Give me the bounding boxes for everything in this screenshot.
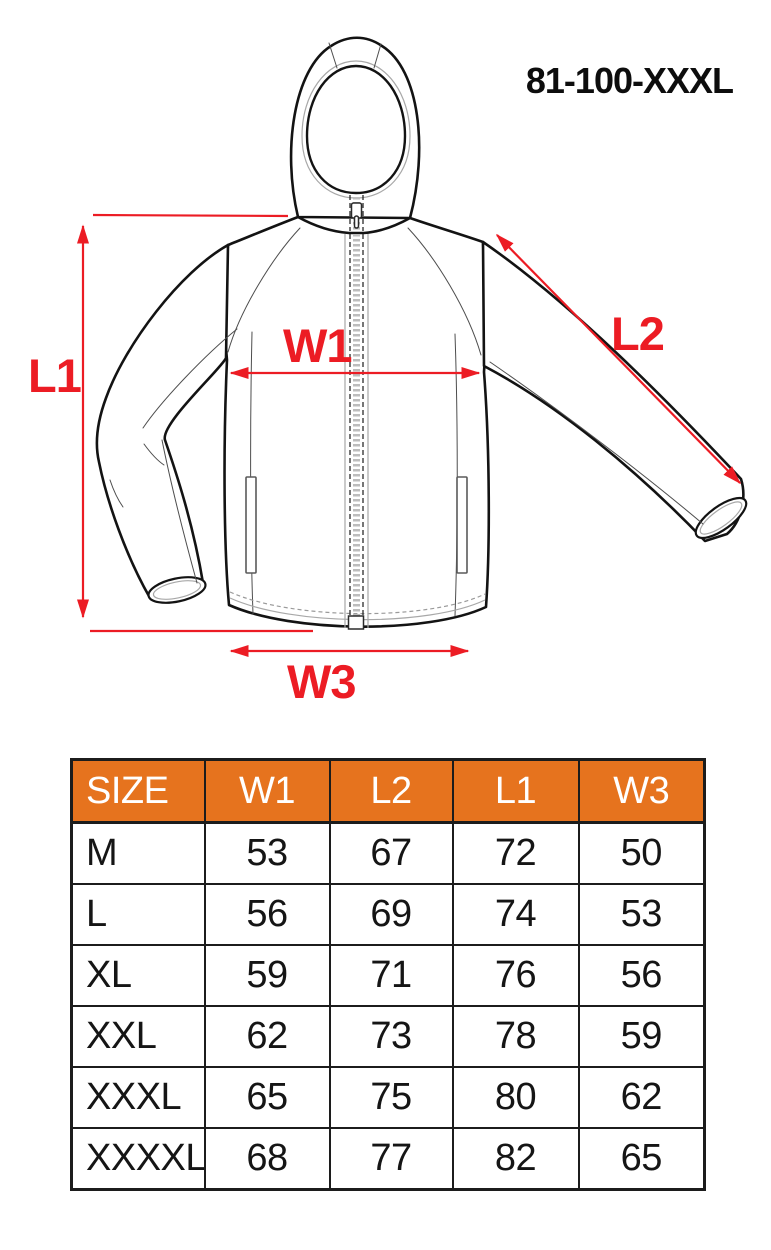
w3-label: W3 [287, 655, 356, 708]
size-cell: XXXL [70, 1066, 206, 1129]
header-row: SIZE W1 L2 L1 W3 [70, 758, 706, 824]
header-w1: W1 [203, 758, 331, 824]
size-table: SIZE W1 L2 L1 W3 M 53 67 72 50 L 56 69 7… [70, 758, 706, 1191]
size-cell: M [70, 821, 206, 885]
hem-stitch-dashed [229, 591, 486, 615]
value-cell: 80 [451, 1066, 580, 1129]
value-cell: 56 [577, 944, 706, 1007]
right-pocket-slit [456, 476, 468, 574]
table-row: XL 59 71 76 56 [70, 944, 706, 1007]
left-sleeve [95, 243, 238, 604]
size-cell: XL [70, 944, 206, 1007]
value-cell: 77 [328, 1127, 454, 1191]
value-cell: 74 [451, 883, 580, 946]
left-pocket-slit [245, 476, 257, 574]
header-l1: L1 [451, 758, 580, 824]
l2-dimension-arrow [495, 233, 742, 485]
size-cell: L [70, 883, 206, 946]
left-cuff-inner [152, 580, 202, 600]
table-row: XXXL 65 75 80 62 [70, 1066, 706, 1129]
zipper-pull [353, 215, 360, 229]
size-cell: XXXXL [70, 1127, 206, 1191]
size-table-body: M 53 67 72 50 L 56 69 74 53 XL 59 71 76 … [70, 821, 706, 1191]
left-forearm-seam [161, 439, 198, 584]
jacket-diagram: L1 W1 L2 W3 [28, 36, 748, 708]
value-cell: 69 [328, 883, 454, 946]
shoulder-reference-line [92, 213, 289, 218]
left-sleeve-seam [142, 328, 238, 429]
value-cell: 71 [328, 944, 454, 1007]
header-w3: W3 [577, 758, 706, 824]
left-elbow-crease [143, 443, 165, 466]
right-sleeve-outline [481, 240, 745, 543]
value-cell: 53 [577, 883, 706, 946]
size-table-header: SIZE W1 L2 L1 W3 [70, 758, 706, 824]
value-cell: 59 [577, 1005, 706, 1068]
product-code: 81-100-XXXL [525, 60, 734, 101]
value-cell: 76 [451, 944, 580, 1007]
value-cell: 62 [203, 1005, 331, 1068]
value-cell: 82 [451, 1127, 580, 1191]
left-sleeve-outline [95, 243, 230, 600]
value-cell: 53 [203, 821, 331, 885]
left-raglan-seam [227, 227, 301, 353]
l2-label: L2 [611, 307, 664, 360]
value-cell: 59 [203, 944, 331, 1007]
hood-top-seam-right [373, 43, 382, 69]
left-body-seam [250, 331, 254, 615]
value-cell: 75 [328, 1066, 454, 1129]
zipper [344, 195, 369, 630]
value-cell: 72 [451, 821, 580, 885]
header-l2: L2 [328, 758, 454, 824]
hood [289, 36, 421, 220]
left-outer-crease [109, 479, 124, 508]
zipper-bottom-box [347, 615, 365, 630]
value-cell: 73 [328, 1005, 454, 1068]
left-cuff-outer [147, 576, 207, 604]
right-raglan-seam [407, 227, 482, 356]
size-cell: XXL [70, 1005, 206, 1068]
right-cuff-outer [694, 496, 748, 540]
value-cell: 68 [203, 1127, 331, 1191]
right-cuff-inner [699, 501, 743, 535]
table-row: M 53 67 72 50 [70, 821, 706, 885]
table-row: XXXXL 68 77 82 65 [70, 1127, 706, 1191]
hood-opening [305, 64, 407, 195]
value-cell: 78 [451, 1005, 580, 1068]
table-row: L 56 69 74 53 [70, 883, 706, 946]
value-cell: 56 [203, 883, 331, 946]
value-cell: 67 [328, 821, 454, 885]
w1-label: W1 [283, 319, 352, 372]
dimension-annotations: L1 W1 L2 W3 [28, 213, 742, 708]
table-row: XXL 62 73 78 59 [70, 1005, 706, 1068]
hood-top-seam-left [328, 42, 338, 69]
right-sleeve [481, 240, 748, 543]
value-cell: 62 [577, 1066, 706, 1129]
l1-label: L1 [28, 349, 81, 402]
value-cell: 50 [577, 821, 706, 885]
value-cell: 65 [577, 1127, 706, 1191]
header-size: SIZE [70, 758, 206, 824]
value-cell: 65 [203, 1066, 331, 1129]
